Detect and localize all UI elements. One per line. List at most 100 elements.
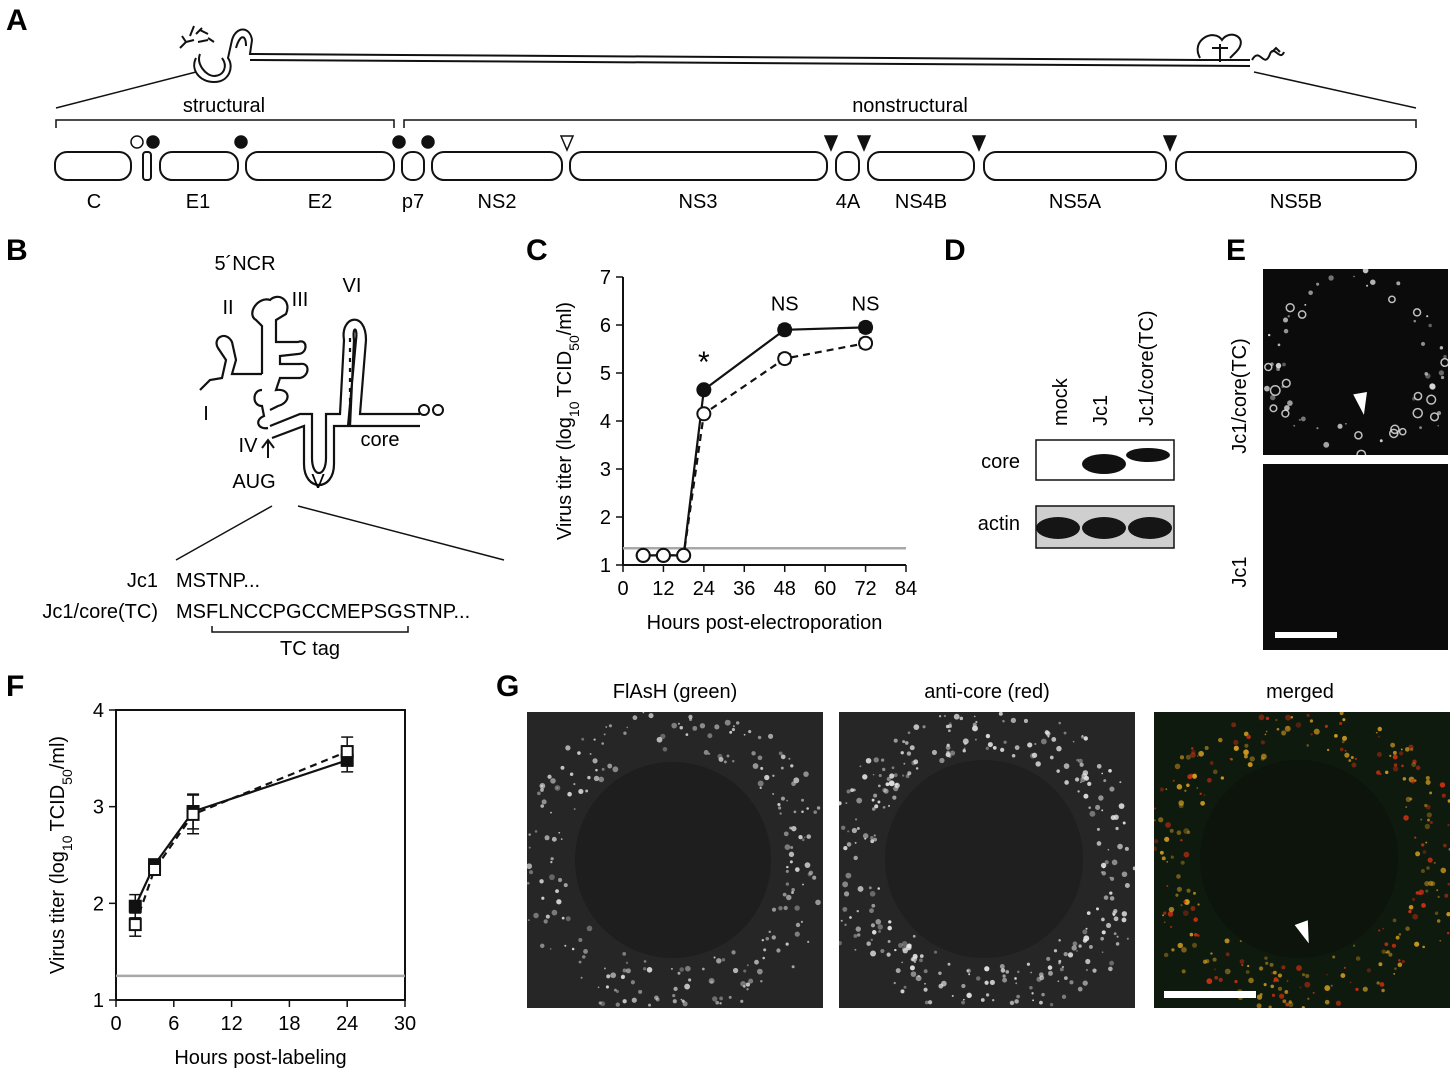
- lane-label-mock: mock: [1050, 377, 1072, 426]
- blot-row-core: core: [981, 451, 1020, 473]
- gene-label-4a: 4A: [836, 191, 861, 213]
- gene-label-e1: E1: [186, 191, 210, 213]
- ncr-label: 5´NCR: [214, 253, 275, 275]
- plot-frame: [115, 709, 406, 1001]
- x-tick-label: 84: [895, 578, 917, 600]
- rna-secondary-structure: [199, 295, 420, 487]
- data-point: [696, 406, 712, 422]
- y-tick-label: 4: [600, 411, 611, 433]
- y-tick-label: 1: [600, 555, 611, 577]
- series-line-1: [134, 750, 348, 925]
- significance-annotation: NS: [852, 294, 880, 316]
- x-tick-label: 0: [617, 578, 628, 600]
- data-point: [858, 319, 874, 335]
- gene-label-e2: E2: [308, 191, 332, 213]
- domain-label-v: V: [311, 471, 325, 493]
- lane-label-jc1-core-tc: Jc1/core(TC): [1136, 310, 1158, 426]
- series-line-1: [643, 342, 866, 557]
- domain-label-iv: IV: [239, 435, 259, 457]
- g-title-merged: merged: [1266, 681, 1334, 703]
- blot-row-actin: actin: [978, 513, 1020, 535]
- data-point: [148, 863, 162, 876]
- core-coding-label: core: [361, 429, 400, 451]
- x-tick-label: 24: [693, 578, 715, 600]
- scale-bar: [1164, 991, 1256, 998]
- polyprotein-segments: [54, 151, 1417, 181]
- panel-letter-a: A: [6, 4, 28, 37]
- data-point: [696, 382, 712, 398]
- cleavage-site-markers: [130, 135, 1178, 152]
- gene-label-ns5b: NS5B: [1270, 191, 1322, 213]
- core-band-jc1: [1082, 454, 1126, 474]
- gene-label-ns4b: NS4B: [895, 191, 947, 213]
- domain-label-ii: II: [222, 297, 233, 319]
- core-band-jc1-core-tc: [1126, 448, 1170, 462]
- y-tick-label: 7: [600, 267, 611, 289]
- seq-name-jc1-core-tc: Jc1/core(TC): [42, 601, 158, 623]
- data-point: [186, 807, 200, 821]
- x-tick-label: 12: [652, 578, 674, 600]
- y-tick-label: 4: [93, 700, 104, 722]
- significance-annotation: *: [698, 346, 710, 379]
- gene-label-ns3: NS3: [679, 191, 718, 213]
- panel-g-labels: G FlAsH (green) anti-core (red) merged: [496, 670, 1334, 703]
- y-tick-label: 6: [600, 315, 611, 337]
- domain-label-iii: III: [292, 289, 309, 311]
- panel-letter-f: F: [6, 670, 24, 703]
- y-axis-label: Virus titer (log10TCID50/ml): [47, 736, 75, 974]
- data-point: [655, 547, 671, 563]
- seq-jc1: MSTNP...: [176, 570, 260, 592]
- e-row-label-jc1-core-tc: Jc1/core(TC): [1229, 338, 1251, 454]
- panel-letter-b: B: [6, 234, 28, 267]
- panel-letter-c: C: [526, 234, 548, 267]
- y-tick-label: 3: [93, 797, 104, 819]
- series-line-0: [134, 759, 348, 907]
- panel-letter-d: D: [944, 234, 966, 267]
- data-point: [340, 745, 354, 759]
- seq-jc1-core-tc: MSFLNCCPGCCMEPSGSTNP...: [176, 601, 470, 623]
- gene-label-c: C: [87, 191, 101, 213]
- y-tick-label: 2: [93, 893, 104, 915]
- data-point: [128, 899, 142, 913]
- y-tick-label: 2: [600, 507, 611, 529]
- data-point: [128, 918, 142, 932]
- micrograph-e-jc1: [1263, 464, 1448, 650]
- x-tick-label: 18: [278, 1013, 300, 1035]
- y-tick-label: 5: [600, 363, 611, 385]
- series-line-0: [643, 326, 866, 557]
- x-tick-label: 0: [110, 1013, 121, 1035]
- panel-letter-e: E: [1226, 234, 1246, 267]
- micrograph-g-anti-core: [839, 712, 1135, 1008]
- y-tick-label: 3: [600, 459, 611, 481]
- data-point: [777, 351, 793, 367]
- e-row-label-jc1: Jc1: [1229, 556, 1251, 587]
- x-tick-label: 6: [168, 1013, 179, 1035]
- data-point: [676, 547, 692, 563]
- lane-label-jc1: Jc1: [1090, 395, 1112, 426]
- panel-a-genome-diagram: A structural nonstructural: [6, 4, 1417, 213]
- x-axis-label: Hours post-labeling: [174, 1047, 346, 1069]
- y-axis-label: Virus titer (log10TCID50/ml): [554, 302, 582, 540]
- y-tick-label: 1: [93, 990, 104, 1012]
- micrograph-g-merged: [1154, 712, 1450, 1008]
- x-tick-label: 60: [814, 578, 836, 600]
- x-tick-label: 30: [394, 1013, 416, 1035]
- x-tick-label: 72: [854, 578, 876, 600]
- g-title-flash: FlAsH (green): [613, 681, 737, 703]
- data-point: [777, 322, 793, 338]
- region-structural-label: structural: [183, 95, 265, 117]
- seq-name-jc1: Jc1: [127, 570, 158, 592]
- gene-label-ns2: NS2: [478, 191, 517, 213]
- x-tick-label: 48: [774, 578, 796, 600]
- x-tick-label: 12: [220, 1013, 242, 1035]
- micrograph-e-jc1-core-tc: [1263, 269, 1448, 455]
- gene-label-p7: p7: [402, 191, 424, 213]
- significance-annotation: NS: [771, 294, 799, 316]
- tc-tag-label: TC tag: [280, 638, 340, 660]
- data-point: [858, 335, 874, 351]
- micrograph-g-flash: [527, 712, 823, 1008]
- panel-e-labels: E Jc1/core(TC) Jc1: [1226, 234, 1251, 588]
- data-point: [635, 547, 651, 563]
